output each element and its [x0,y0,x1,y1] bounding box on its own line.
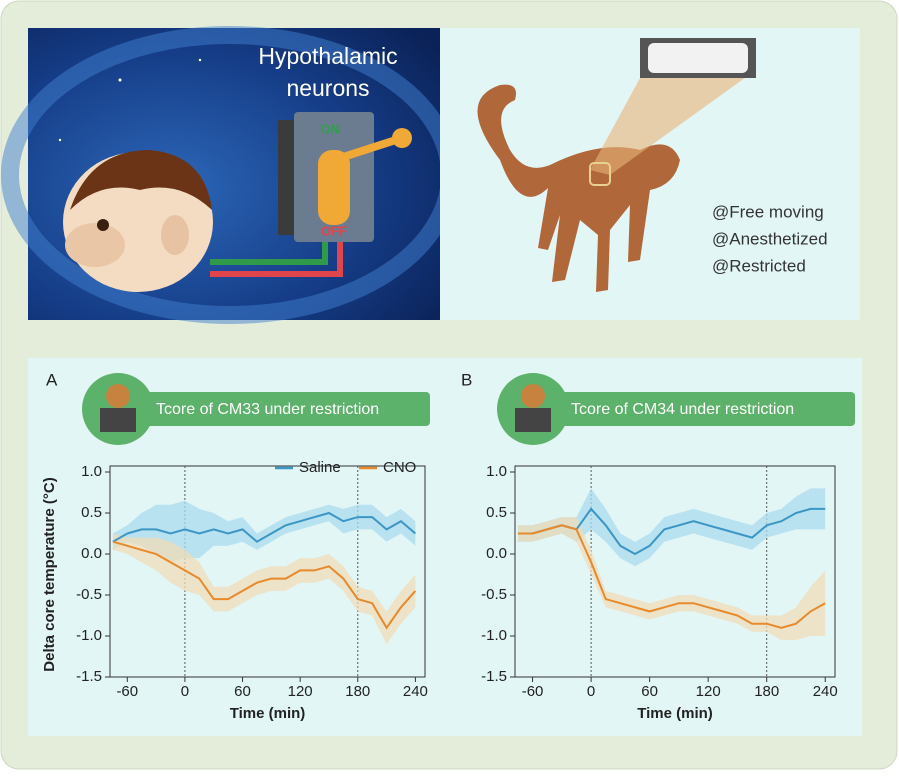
y-tick-label: 1.0 [486,463,507,480]
x-tick-label: 60 [641,683,658,700]
icon-cage [100,408,136,432]
error-band [112,533,416,645]
chart-title: Tcore of CM33 under restriction [156,401,379,418]
x-tick-label: 240 [403,683,428,700]
y-tick-label: -1.5 [76,668,102,685]
y-tick-label: -1.0 [76,627,102,644]
eye [97,219,109,231]
device [648,43,748,73]
y-tick-label: -0.5 [76,586,102,603]
header-pill [555,392,855,426]
series-line [517,524,826,629]
star [58,138,62,142]
y-tick-label: -0.5 [481,586,507,603]
legend-label: CNO [383,459,416,476]
x-tick-label: 120 [288,683,313,700]
y-axis-label: Delta core temperature (°C) [41,477,58,671]
icon-monkey [521,384,545,408]
star [118,78,122,82]
snout [65,223,125,267]
y-tick-label: -1.5 [481,668,507,685]
x-tick-label: 180 [345,683,370,700]
wire [210,240,328,265]
x-tick-label: -60 [522,683,544,700]
x-tick-label: 0 [181,683,189,700]
icon-monkey [106,384,130,408]
y-tick-label: 0.5 [81,504,102,521]
x-tick-label: 0 [587,683,595,700]
panel-letter: A [46,370,58,389]
condition: @Restricted [712,256,806,275]
x-tick-label: 240 [813,683,838,700]
plot-frame [514,465,836,678]
y-tick-label: 0.5 [486,504,507,521]
panel-letter: B [461,370,472,389]
x-tick-label: -60 [116,683,138,700]
header-pill [140,392,430,426]
series-line [112,511,417,543]
x-tick-label: 180 [754,683,779,700]
y-tick-label: 0.0 [81,545,102,562]
implant [589,162,611,186]
icon-cage [515,408,551,432]
zoom-beam [590,70,756,175]
illustration-title: Hypothalamic [258,43,397,69]
lever [332,134,404,164]
x-tick-label: 60 [234,683,251,700]
error-band [112,500,416,563]
x-axis-label: Time (min) [637,705,713,722]
x-tick-label: 120 [696,683,721,700]
ear [161,215,189,255]
illustration-title: neurons [286,75,369,101]
switch-on: ON [320,121,340,136]
y-tick-label: 1.0 [81,463,102,480]
legend-label: Saline [299,459,341,476]
monkey-body [477,84,680,292]
star [198,58,202,62]
plot-frame [109,465,426,678]
hair [70,150,212,210]
condition: @Anesthetized [712,229,828,248]
y-tick-label: 0.0 [486,545,507,562]
chart-title: Tcore of CM34 under restriction [571,401,794,418]
switch-slot [318,150,350,225]
wire [210,240,343,277]
x-axis-label: Time (min) [230,705,306,722]
switch-off: OFF [321,223,347,238]
condition: @Free moving [712,202,824,221]
y-tick-label: -1.0 [481,627,507,644]
lever-knob [392,128,412,148]
series-line [112,540,417,630]
